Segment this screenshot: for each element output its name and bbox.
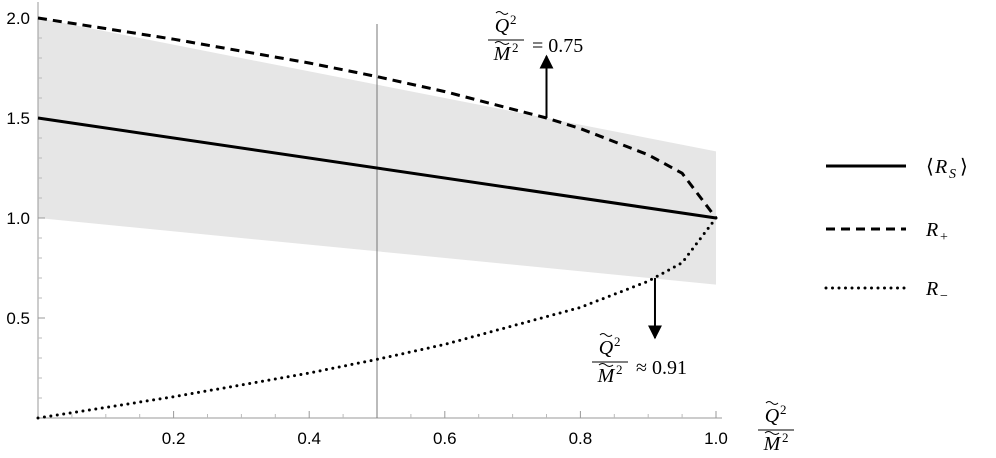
x-tick-label: 0.8 [569,429,593,448]
annotation-091-relation: ≈ 0.91 [636,357,687,379]
annotations: Q 2M 2 = 0.75Q 2M 2 ≈ 0.91 [488,11,687,387]
axes: 0.2 0.4 0.6 0.8 1.00.51.01.52.0Q 2M 2 [6,2,794,455]
fraction-denominator-exponent: 2 [616,362,623,377]
fraction-denominator-base: M [597,365,616,387]
legend: ⟨ R S ⟩R +R − [824,156,968,304]
legend-label-subscript: − [940,289,948,304]
x-tick-label: 0.2 [162,429,186,448]
legend-label-base: R [934,156,947,178]
y-tick-label: 1.0 [6,209,30,228]
fraction-numerator-exponent: 2 [614,334,621,349]
tilde-mark [495,11,509,15]
tilde-mark [764,431,780,435]
tilde-mark [494,41,510,45]
x-axis-label: Q 2M 2 [758,401,794,455]
tilde-mark [599,333,613,337]
fraction-denominator-exponent: 2 [782,430,789,445]
y-tick-label: 2.0 [6,9,30,28]
x-tick-label: 1.0 [704,429,728,448]
fraction-numerator-base: Q [599,337,614,359]
annotation-091-fraction: Q 2M 2 [592,333,628,387]
y-tick-label: 1.5 [6,109,30,128]
series-line-solid [37,116,717,220]
annotation-075-relation: = 0.75 [532,35,583,57]
legend-label-subscript: + [940,230,948,245]
series-line-dashed [37,16,718,219]
fraction-denominator-exponent: 2 [512,40,519,55]
legend-label: ⟨ R S ⟩ [926,156,968,182]
legend-bracket-right: ⟩ [960,156,968,178]
fraction-numerator-exponent: 2 [780,402,787,417]
fraction-denominator-base: M [493,43,512,65]
fraction-numerator-exponent: 2 [510,12,517,27]
x-tick-label: 0.6 [433,429,457,448]
y-tick-label: 0.5 [6,309,30,328]
x-tick-label: 0.4 [297,429,321,448]
legend-label-base: R [925,219,938,241]
fraction-numerator-base: Q [765,405,780,427]
legend-label-base: R [925,278,938,300]
fraction-denominator-base: M [763,433,782,455]
legend-label: R − [925,278,948,304]
legend-label-subscript: S [949,167,956,182]
annotation-075-fraction: Q 2M 2 [488,11,524,65]
series-layer [36,16,718,420]
tilde-mark [598,363,614,367]
tilde-mark [765,401,779,405]
fraction-numerator-base: Q [495,15,510,37]
legend-bracket-left: ⟨ [926,156,934,178]
legend-label: R + [925,219,948,245]
series-line-dotted [36,216,718,420]
